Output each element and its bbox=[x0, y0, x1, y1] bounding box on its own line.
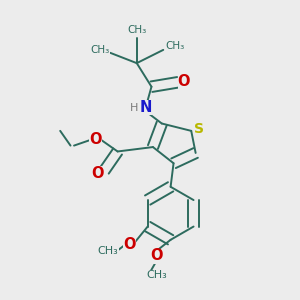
Text: S: S bbox=[194, 122, 204, 136]
Text: CH₃: CH₃ bbox=[98, 246, 118, 256]
Text: O: O bbox=[178, 74, 190, 89]
Text: H: H bbox=[130, 103, 139, 113]
Text: O: O bbox=[92, 166, 104, 181]
Text: O: O bbox=[89, 132, 102, 147]
Text: CH₃: CH₃ bbox=[146, 270, 167, 280]
Text: O: O bbox=[151, 248, 163, 263]
Text: CH₃: CH₃ bbox=[127, 25, 146, 35]
Text: N: N bbox=[140, 100, 152, 116]
Text: CH₃: CH₃ bbox=[165, 41, 185, 51]
Text: O: O bbox=[123, 237, 136, 252]
Text: CH₃: CH₃ bbox=[90, 45, 110, 55]
